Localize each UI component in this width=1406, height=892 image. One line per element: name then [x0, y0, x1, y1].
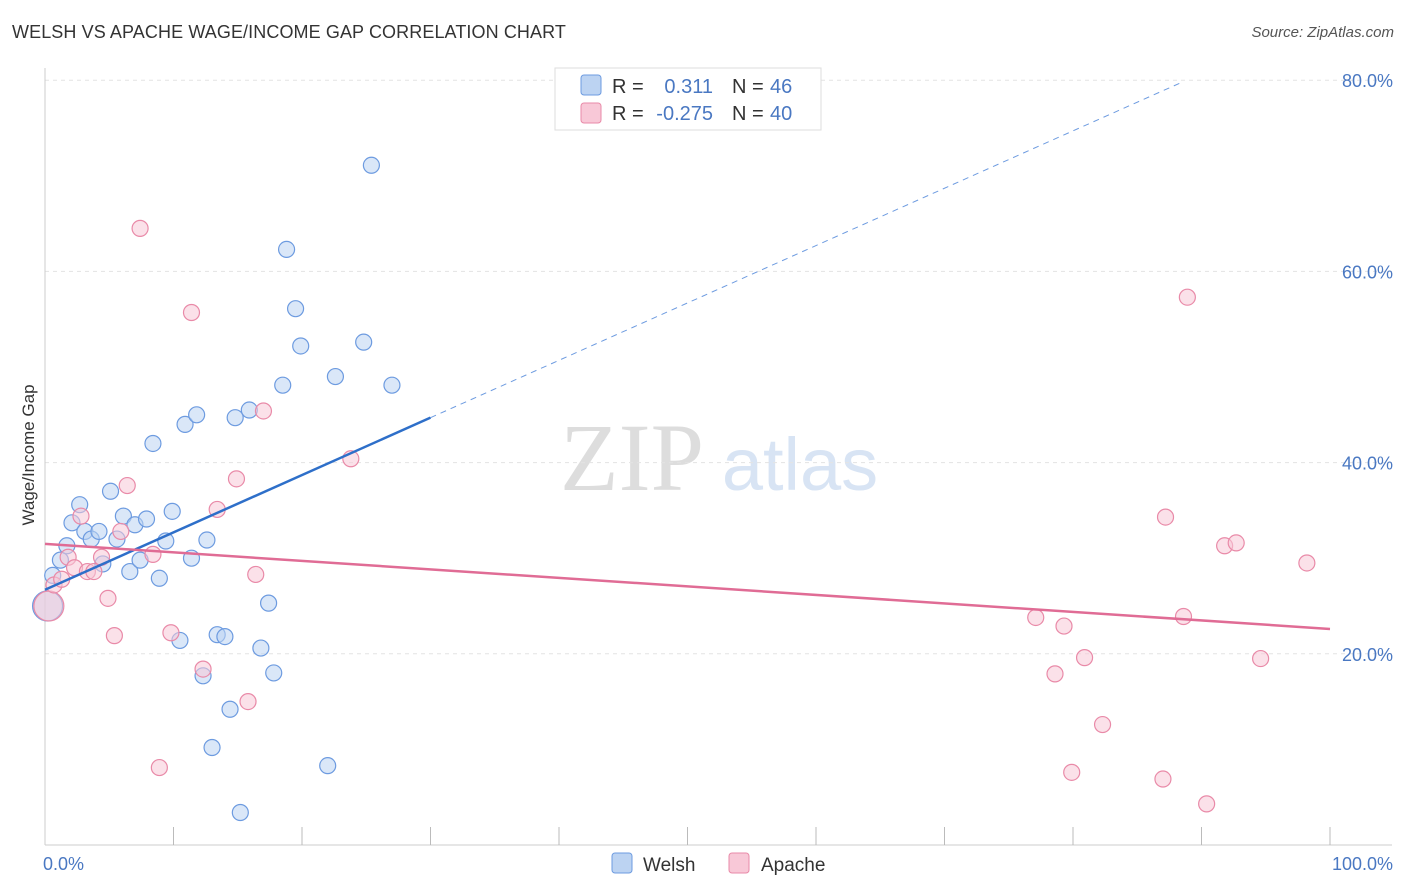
welsh-point-40 — [292, 337, 310, 355]
apache-point-12 — [118, 476, 136, 495]
apache-point-33 — [1174, 607, 1193, 626]
apache-point-34 — [1178, 288, 1196, 306]
stats-r-value-welsh: 0.311 — [664, 76, 713, 98]
apache-point-25 — [1027, 608, 1045, 627]
apache-point-38 — [1252, 649, 1270, 668]
axes: 20.0% 40.0% 60.0% 80.0% 0.0% 100.0% — [43, 68, 1393, 874]
apache-point-11 — [112, 522, 130, 541]
y-tick-label-80: 80.0% — [1342, 71, 1393, 91]
apache-point-15 — [150, 758, 168, 777]
watermark-zip: ZIP — [560, 404, 704, 511]
apache-point-26 — [1046, 665, 1064, 683]
welsh-point-37 — [274, 376, 292, 394]
y-tick-label-20: 20.0% — [1342, 645, 1393, 665]
apache-point-16 — [162, 624, 180, 642]
welsh-point-29 — [216, 627, 234, 646]
apache-point-39 — [1298, 554, 1316, 572]
welsh-point-38 — [277, 240, 296, 259]
gridlines — [45, 79, 1392, 655]
stats-r-value-apache: -0.275 — [656, 103, 713, 125]
stats-r-label-apache: R = — [612, 103, 644, 125]
welsh-trend-line — [44, 416, 432, 591]
stats-legend-apache-swatch — [580, 102, 602, 124]
welsh-point-26 — [198, 531, 216, 549]
apache-point-5 — [72, 507, 90, 525]
welsh-point-10 — [101, 482, 120, 500]
apache-point-31 — [1154, 770, 1172, 788]
welsh-point-45 — [383, 376, 401, 394]
welsh-point-31 — [226, 409, 244, 427]
welsh-point-18 — [150, 569, 168, 587]
legend-label-welsh: Welsh — [643, 855, 695, 876]
welsh-point-16 — [137, 510, 156, 528]
legend-label-apache: Apache — [761, 855, 825, 876]
apache-trend-line — [44, 542, 1331, 631]
welsh-point-17 — [144, 434, 162, 453]
legend-swatch-welsh — [611, 852, 633, 874]
apache-point-35 — [1198, 795, 1216, 813]
apache-point-37 — [1227, 534, 1245, 552]
welsh-point-44 — [362, 156, 380, 174]
welsh-points — [31, 156, 401, 822]
watermark-atlas: atlas — [722, 423, 878, 506]
welsh-point-43 — [355, 333, 373, 351]
welsh-point-13 — [121, 562, 139, 581]
welsh-point-24 — [188, 406, 206, 424]
apache-points — [33, 219, 1316, 813]
stats-n-label-welsh: N = — [732, 76, 764, 98]
welsh-point-39 — [286, 300, 305, 318]
welsh-point-20 — [163, 502, 181, 520]
stats-legend-welsh-swatch — [580, 74, 602, 96]
welsh-point-41 — [319, 757, 337, 775]
apache-point-23 — [254, 402, 273, 420]
stats-legend: R = 0.311 N = 46 R = -0.275 N = 40 — [554, 67, 822, 131]
stats-n-label-apache: N = — [732, 103, 764, 125]
welsh-point-34 — [252, 639, 270, 657]
stats-n-value-apache: 40 — [770, 103, 792, 125]
welsh-point-8 — [90, 522, 108, 541]
legend-swatch-apache — [728, 852, 750, 874]
apache-point-30 — [1093, 715, 1112, 734]
y-tick-label-40: 40.0% — [1342, 454, 1393, 474]
y-axis-label: Wage/Income Gap — [19, 384, 38, 525]
stats-n-value-welsh: 46 — [770, 76, 792, 98]
stats-r-label-welsh: R = — [612, 76, 644, 98]
welsh-point-35 — [259, 594, 278, 612]
apache-point-21 — [239, 692, 257, 711]
welsh-point-27 — [203, 738, 221, 757]
apache-point-0 — [33, 590, 65, 622]
welsh-point-32 — [231, 803, 249, 822]
chart-title: WELSH VS APACHE WAGE/INCOME GAP CORRELAT… — [12, 22, 566, 42]
apache-point-13 — [131, 219, 149, 237]
welsh-point-36 — [265, 664, 283, 682]
trend-lines — [44, 81, 1331, 631]
apache-point-29 — [1075, 649, 1094, 667]
apache-point-27 — [1055, 617, 1073, 635]
apache-point-17 — [182, 303, 201, 322]
welsh-trend-extension — [430, 81, 1183, 419]
welsh-point-30 — [221, 700, 239, 718]
series-legend: Welsh Apache — [611, 852, 825, 876]
apache-point-28 — [1063, 763, 1081, 781]
y-tick-label-60: 60.0% — [1342, 262, 1393, 282]
apache-point-20 — [227, 470, 246, 488]
apache-point-9 — [99, 589, 117, 607]
apache-point-14 — [144, 545, 162, 563]
source-credit: Source: ZipAtlas.com — [1251, 24, 1394, 41]
x-tick-label-0: 0.0% — [43, 854, 84, 874]
apache-point-32 — [1156, 508, 1175, 526]
apache-point-18 — [194, 660, 212, 678]
apache-point-10 — [105, 627, 123, 645]
welsh-point-22 — [176, 415, 194, 433]
apache-point-22 — [247, 565, 265, 584]
welsh-point-42 — [326, 367, 345, 386]
x-tick-label-100: 100.0% — [1332, 854, 1393, 874]
